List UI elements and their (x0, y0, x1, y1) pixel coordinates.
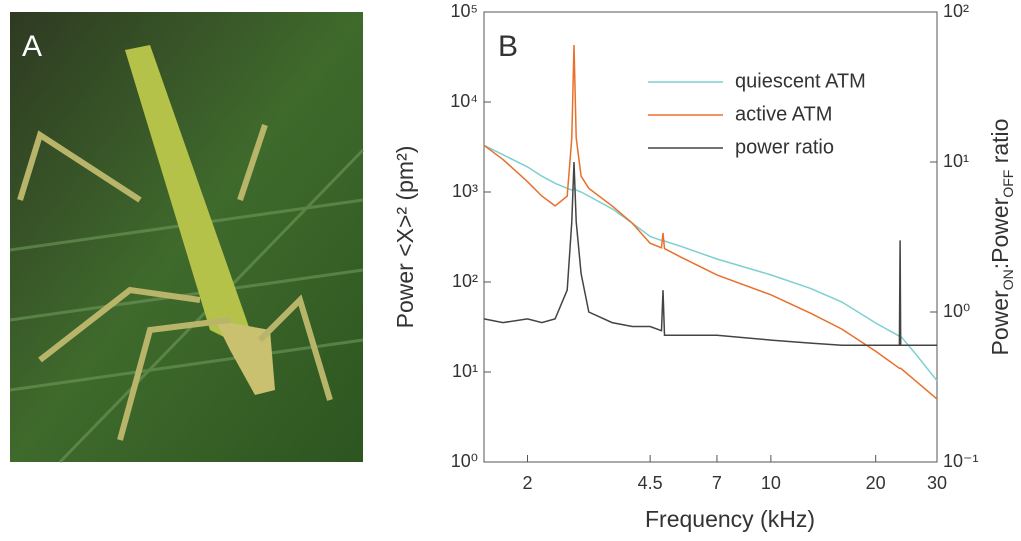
y-tick-label: 10⁴ (450, 91, 478, 111)
y2-tick-label: 10⁰ (943, 301, 970, 321)
y2-label-part: ON (1000, 269, 1016, 290)
series-line (483, 161, 937, 347)
x-tick-label: 20 (866, 473, 886, 493)
series-line (483, 44, 938, 400)
legend-label: active ATM (735, 103, 832, 125)
plot-frame (483, 11, 938, 463)
panel-label: B (498, 30, 518, 63)
y-tick-label: 10² (452, 271, 478, 291)
x-tick-label: 7 (712, 473, 722, 493)
y2-label-part: ratio (987, 119, 1013, 170)
y2-label-part: :Power (987, 197, 1013, 269)
y2-tick-label: 10² (943, 1, 969, 21)
photo (9, 12, 365, 464)
y-tick-label: 10³ (452, 181, 478, 201)
y-tick-label: 10⁵ (451, 1, 478, 21)
x-tick-label: 30 (927, 473, 947, 493)
y-tick-label: 10⁰ (451, 451, 478, 471)
y2-tick-label: 10¹ (943, 151, 969, 171)
y2-tick-label: 10⁻¹ (943, 451, 979, 471)
x-tick-label: 2 (522, 473, 532, 493)
panel-label: A (22, 30, 42, 63)
series-line (483, 144, 938, 382)
x-tick-label: 10 (761, 473, 781, 493)
y-tick-label: 10¹ (452, 361, 478, 381)
legend-label: quiescent ATM (735, 70, 866, 92)
y2-axis-label: PowerON:PowerOFF ratio (987, 119, 1016, 356)
legend-label: power ratio (735, 136, 834, 158)
x-tick-label: 4.5 (638, 473, 663, 493)
x-axis-label: Frequency (kHz) (645, 506, 815, 532)
y2-label-part: OFF (1000, 170, 1016, 198)
y2-label-part: Power (987, 290, 1013, 356)
y-axis-label: Power <X>² (pm²) (392, 146, 418, 329)
